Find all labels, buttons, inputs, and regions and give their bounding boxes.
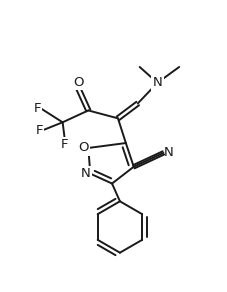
Text: O: O — [73, 76, 83, 89]
Text: N: N — [80, 167, 90, 180]
Text: F: F — [33, 102, 41, 115]
Text: F: F — [61, 138, 68, 151]
Text: N: N — [163, 146, 172, 159]
Text: F: F — [35, 124, 43, 137]
Text: N: N — [152, 76, 162, 89]
Text: O: O — [77, 142, 88, 154]
